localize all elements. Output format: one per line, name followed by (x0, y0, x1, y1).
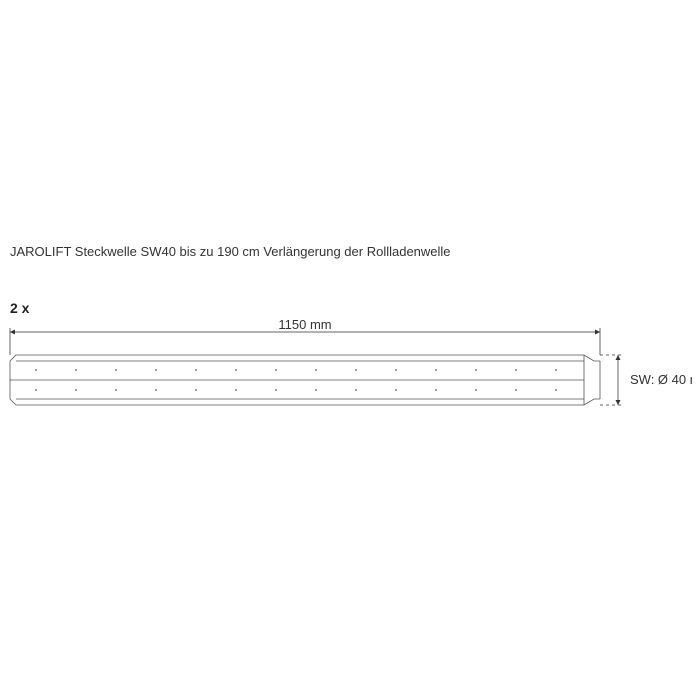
shaft-diagram: 1150 mm SW: Ø 40 mm (8, 320, 692, 440)
dim-horizontal (10, 328, 600, 355)
shaft-body (10, 355, 600, 405)
quantity-label: 2 x (10, 300, 29, 316)
dim-width-label: SW: Ø 40 mm (630, 372, 692, 387)
dim-length-label: 1150 mm (278, 320, 331, 332)
dim-vertical (600, 355, 624, 405)
product-title: JAROLIFT Steckwelle SW40 bis zu 190 cm V… (10, 244, 451, 259)
